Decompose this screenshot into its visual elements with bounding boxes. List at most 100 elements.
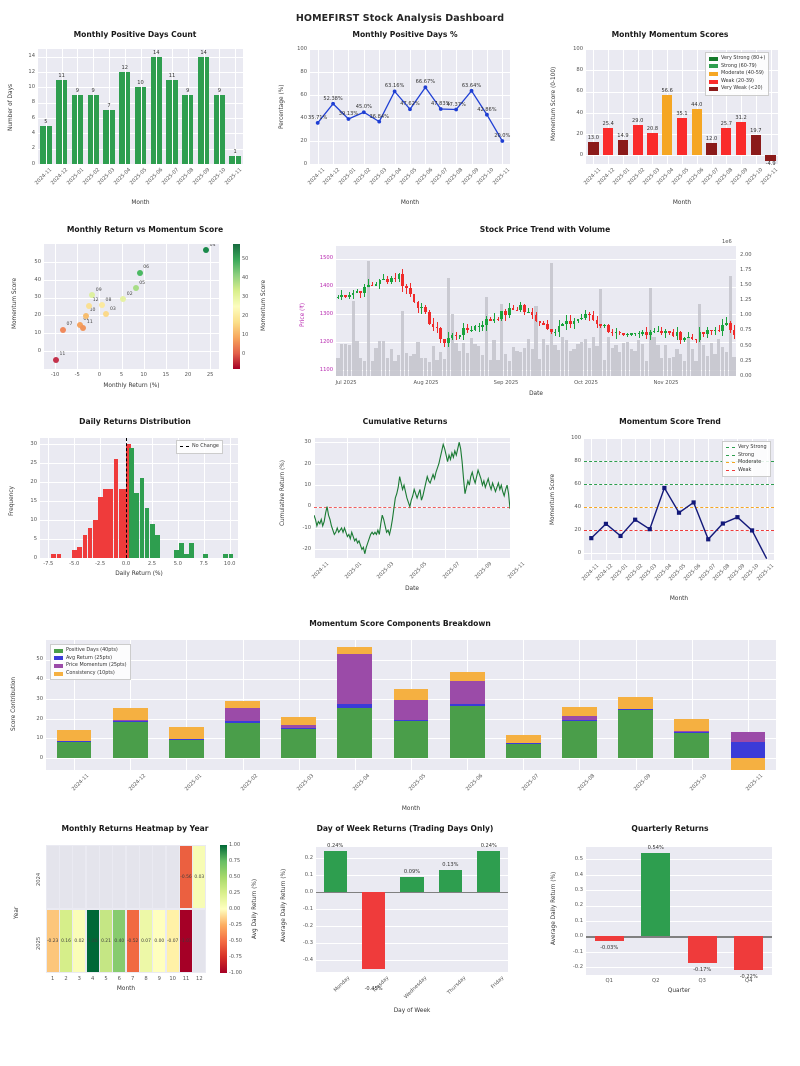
candle-wick <box>528 308 529 314</box>
candle-body <box>363 286 366 294</box>
candle-body <box>473 325 477 330</box>
plot-area <box>314 438 510 558</box>
volume-bar <box>446 277 450 376</box>
heatmap-cell <box>126 909 139 973</box>
legend-item: Price Momentum (25pts) <box>54 662 127 670</box>
bar <box>438 869 462 893</box>
volume-bar <box>568 351 572 376</box>
chart-row-2: Monthly Return vs Momentum Score 11 07 01 1… <box>0 219 800 411</box>
candle-wick <box>368 279 369 288</box>
chart-title-day-of-week-returns: Day of Week Returns (Trading Days Only) <box>316 824 494 833</box>
volume-bar <box>500 303 504 376</box>
heatmap-cell-value: -0.23 <box>46 938 59 944</box>
candle-wick <box>726 317 728 327</box>
volume-bar <box>545 345 550 376</box>
candle-wick <box>665 328 667 339</box>
volume-bar <box>473 343 477 376</box>
scatter-point <box>120 296 127 303</box>
y-axis-label: Number of Days <box>8 83 14 131</box>
volume-bar <box>705 356 710 376</box>
bar-value-label: 10 <box>137 80 144 87</box>
plot-area: 11 07 01 11 10 12 09 08 03 02 05 06 04 <box>44 244 219 369</box>
bar-value-label: 35.1 <box>676 111 688 118</box>
candle-wick <box>489 316 491 322</box>
colorbar <box>233 244 240 369</box>
volume-bar <box>690 348 694 376</box>
legend-item: Consistency (10pts) <box>54 670 127 678</box>
legend-swatch <box>709 87 718 92</box>
stack-segment <box>168 740 204 759</box>
volume-bar <box>408 356 412 376</box>
histogram-bar <box>173 550 179 558</box>
volume-bar <box>538 358 542 376</box>
candle-wick <box>695 338 697 343</box>
candle-wick <box>684 337 686 343</box>
candle-body <box>496 318 500 321</box>
volume-bar <box>667 357 671 376</box>
y-axis-label: Momentum Score (0-100) <box>551 66 557 141</box>
candle-body <box>568 320 572 324</box>
volume-bar <box>522 348 527 376</box>
bar-value-label: 5 <box>44 118 48 125</box>
volume-bar <box>484 297 489 376</box>
candle-body <box>709 329 713 332</box>
legend-label: Weak (20-39) <box>721 77 754 84</box>
histogram-bar <box>118 489 124 558</box>
colorbar-tick: 50 <box>242 256 249 263</box>
stack-segment <box>393 699 429 721</box>
stack-segment <box>112 719 148 721</box>
candle-body <box>462 327 465 336</box>
plot-area <box>586 847 772 975</box>
chart-legend: Very Strong (80+) Strong (60-79) Moderate … <box>705 52 770 96</box>
candle-body <box>355 291 359 293</box>
candle-body <box>500 311 503 320</box>
bar-value-label: -4.9 <box>765 161 776 168</box>
candle-wick <box>375 281 377 285</box>
bar-value-label: 14.9 <box>617 132 629 139</box>
candle-body <box>336 296 340 298</box>
candle-body <box>603 324 606 327</box>
candle-body <box>675 331 679 337</box>
bar <box>750 134 761 156</box>
chart-row-5: Monthly Returns Heatmap by Year -0.56 0.0… <box>0 818 800 1023</box>
x-axis-label: Month <box>400 200 420 206</box>
bar <box>213 95 225 164</box>
bar-value-label: 11 <box>58 72 65 79</box>
candle-wick <box>421 303 423 315</box>
volume-bar <box>442 359 447 376</box>
candle-body <box>511 308 515 310</box>
histogram-bar <box>113 458 119 558</box>
legend-label: Very Weak (<20) <box>721 85 763 92</box>
bar-value-label: 12.0 <box>705 135 718 142</box>
volume-bar <box>389 349 393 376</box>
scatter-point <box>86 302 93 309</box>
candle-body <box>599 323 603 327</box>
chart-title-momentum-score-trend: Momentum Score Trend <box>619 417 721 426</box>
candle-body <box>690 336 694 339</box>
stack-segment <box>505 734 541 743</box>
legend-swatch <box>709 56 718 61</box>
scatter-point-label: 08 <box>105 297 112 303</box>
stack-segment <box>112 721 148 759</box>
y-axis-label: Percentage (%) <box>279 84 285 129</box>
heatmap-cell <box>59 845 73 909</box>
volume-bar <box>621 342 626 376</box>
scatter-point-label: 03 <box>109 306 116 312</box>
panel-positive-days-count: Monthly Positive Days Count 0 2 4 6 8 10 12 14 5… <box>0 24 270 219</box>
bar-value-label: 9 <box>186 88 190 94</box>
point-value-label: 20.0% <box>494 133 511 139</box>
plot-area <box>40 438 238 558</box>
volume-bar <box>572 349 576 376</box>
point-value-label: 47.83% <box>431 100 451 107</box>
candle-body <box>664 331 667 333</box>
panel-quarterly-returns: Quarterly Returns -0.2 -0.1 0.0 0.1 0.2 0.3 0.… <box>540 818 800 1023</box>
volume-bar <box>526 339 530 376</box>
volume-bar <box>511 346 515 376</box>
volume-bar <box>492 339 496 376</box>
volume-bar <box>599 289 603 376</box>
volume-bar <box>717 338 721 376</box>
volume-bar <box>724 351 729 376</box>
bar-value-label: 25.4 <box>602 121 614 128</box>
legend-label: Moderate (40-59) <box>721 70 764 77</box>
stack-segment <box>674 732 710 759</box>
